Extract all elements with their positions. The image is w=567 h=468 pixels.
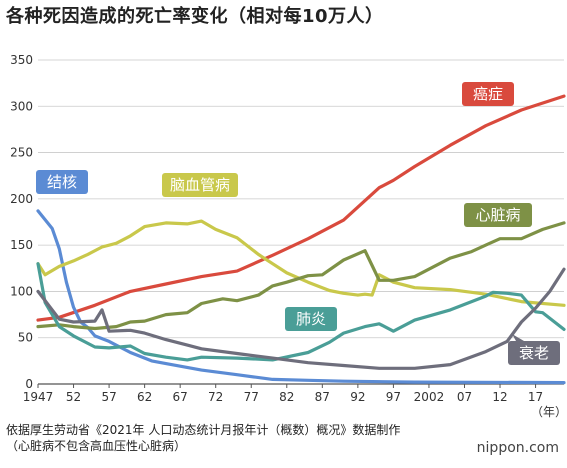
series-line-senility: [36, 267, 566, 370]
legend-box-tuberculosis: [36, 170, 88, 194]
legend-label-pneumonia: 肺炎: [296, 310, 326, 328]
series-line-cancer: [36, 94, 566, 322]
legend-label-cancer: 癌症: [473, 85, 503, 103]
legend-box-cancer: [462, 82, 514, 106]
x-axis-ticks: 1947 52 57 62 67 72 77 82 87 92 97 2002 07 12 17: [23, 384, 543, 404]
y-tick-label: 300: [10, 99, 33, 113]
x-tick-label: 52: [66, 390, 81, 404]
legend-box-cerebrovascular: [162, 173, 238, 197]
x-tick-label: 57: [101, 390, 116, 404]
source-note: 依据厚生劳动省《2021年 人口动态统计月报年计（概数）概况》数据制作 （心脏病…: [6, 422, 400, 454]
x-tick-label: 1947: [23, 390, 54, 404]
legend-box-pneumonia: [285, 307, 337, 331]
legend-label-senility: 衰老: [519, 344, 549, 362]
source-line: 依据厚生劳动省《2021年 人口动态统计月报年计（概数）概况》数据制作: [6, 423, 401, 437]
legend-box-heart-disease: [464, 203, 532, 227]
source-line: （心脏病不包含高血压性心脏病）: [6, 439, 187, 453]
x-tick-label: 77: [244, 390, 259, 404]
series-line-cerebrovascular: [36, 219, 566, 307]
y-tick-label: 250: [10, 146, 33, 160]
y-tick-label: 350: [10, 53, 33, 67]
y-tick-label: 150: [10, 238, 33, 252]
x-tick-label: 2002: [414, 390, 445, 404]
legend-label-tuberculosis: 结核: [47, 173, 77, 191]
x-tick-label: 12: [492, 390, 507, 404]
legend-box-senility: [508, 341, 560, 365]
series-line-pneumonia: [36, 262, 566, 362]
series-lines: [36, 94, 566, 385]
legend-label-cerebrovascular: 脑血管病: [170, 176, 230, 194]
y-tick-label: 200: [10, 192, 33, 206]
x-tick-label: 67: [173, 390, 188, 404]
x-tick-label: 82: [279, 390, 294, 404]
y-tick-label: 0: [25, 377, 33, 391]
line-chart: 0 50 100 150 200 250 300 350 1947 52 57 62 67 72 77 82…: [10, 53, 567, 419]
x-tick-label: 17: [528, 390, 543, 404]
x-tick-label: 97: [386, 390, 401, 404]
y-tick-label: 100: [10, 284, 33, 298]
series-line-heart-disease: [36, 221, 566, 331]
x-axis-unit-label: （年）: [531, 405, 567, 419]
y-tick-label: 50: [18, 331, 33, 345]
series-line-tuberculosis: [36, 209, 566, 385]
chart-title: 各种死因造成的死亡率变化（相对每10万人）: [6, 6, 384, 27]
x-tick-label: 92: [350, 390, 365, 404]
x-tick-label: 72: [208, 390, 223, 404]
x-tick-label: 87: [315, 390, 330, 404]
x-tick-label: 07: [457, 390, 472, 404]
legend-pointer-senility: [512, 334, 524, 341]
x-tick-label: 62: [137, 390, 152, 404]
y-axis-ticks: 0 50 100 150 200 250 300 350: [10, 53, 33, 391]
legend-label-heart-disease: 心脏病: [475, 206, 520, 224]
site-credit: nippon.com: [476, 440, 559, 456]
